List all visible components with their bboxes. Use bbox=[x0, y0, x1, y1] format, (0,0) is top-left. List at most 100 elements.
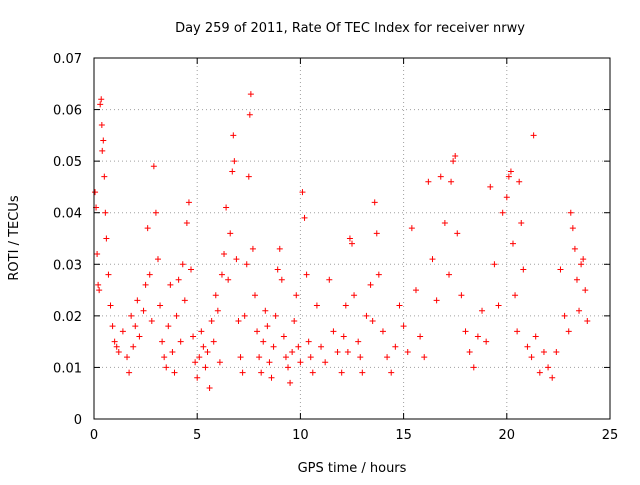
data-point bbox=[516, 178, 523, 185]
data-point bbox=[287, 379, 294, 386]
data-point bbox=[243, 261, 250, 268]
data-point bbox=[357, 354, 364, 361]
data-point bbox=[92, 189, 99, 196]
data-point bbox=[185, 199, 192, 206]
x-tick-label: 0 bbox=[90, 428, 98, 443]
x-axis-label: GPS time / hours bbox=[298, 461, 407, 476]
data-point bbox=[124, 354, 131, 361]
data-point bbox=[470, 364, 477, 371]
data-point bbox=[280, 333, 287, 340]
data-point bbox=[466, 348, 473, 355]
data-point bbox=[421, 354, 428, 361]
data-point bbox=[379, 328, 386, 335]
data-point bbox=[109, 323, 116, 330]
data-point bbox=[130, 343, 137, 350]
data-point bbox=[198, 328, 205, 335]
data-point bbox=[270, 343, 277, 350]
data-point bbox=[307, 354, 314, 361]
data-point bbox=[540, 348, 547, 355]
data-point bbox=[202, 364, 209, 371]
data-point bbox=[278, 276, 285, 283]
data-point bbox=[225, 276, 232, 283]
data-point bbox=[309, 369, 316, 376]
data-point bbox=[340, 333, 347, 340]
data-points bbox=[92, 91, 591, 392]
data-point bbox=[192, 359, 199, 366]
data-point bbox=[142, 281, 149, 288]
data-point bbox=[291, 318, 298, 325]
data-point bbox=[237, 354, 244, 361]
y-tick-label: 0 bbox=[74, 413, 82, 428]
data-point bbox=[274, 266, 281, 273]
data-point bbox=[239, 369, 246, 376]
data-point bbox=[111, 338, 118, 345]
data-point bbox=[433, 297, 440, 304]
data-point bbox=[146, 271, 153, 278]
data-point bbox=[530, 132, 537, 139]
data-point bbox=[400, 323, 407, 330]
data-point bbox=[204, 348, 211, 355]
data-point bbox=[200, 343, 207, 350]
data-point bbox=[103, 235, 110, 242]
data-point bbox=[396, 302, 403, 309]
data-point bbox=[247, 91, 254, 98]
data-point bbox=[505, 173, 512, 180]
data-point bbox=[578, 261, 585, 268]
data-point bbox=[208, 318, 215, 325]
data-point bbox=[408, 225, 415, 232]
data-point bbox=[293, 292, 300, 299]
x-tick-label: 20 bbox=[499, 428, 516, 443]
data-point bbox=[495, 302, 502, 309]
data-point bbox=[181, 297, 188, 304]
data-point bbox=[518, 220, 525, 227]
data-point bbox=[249, 245, 256, 252]
data-point bbox=[231, 158, 238, 165]
data-point bbox=[351, 292, 358, 299]
data-point bbox=[429, 256, 436, 263]
data-point bbox=[171, 369, 178, 376]
data-point bbox=[218, 271, 225, 278]
data-point bbox=[183, 220, 190, 227]
data-point bbox=[210, 338, 217, 345]
data-point bbox=[233, 256, 240, 263]
data-point bbox=[532, 333, 539, 340]
data-point bbox=[264, 323, 271, 330]
data-point bbox=[272, 312, 279, 319]
data-point bbox=[206, 385, 213, 392]
data-point bbox=[132, 323, 139, 330]
data-point bbox=[101, 173, 108, 180]
data-point bbox=[404, 348, 411, 355]
y-tick-label: 0.01 bbox=[53, 361, 82, 376]
data-point bbox=[545, 364, 552, 371]
data-point bbox=[330, 328, 337, 335]
data-point bbox=[450, 158, 457, 165]
data-point bbox=[458, 292, 465, 299]
data-point bbox=[268, 374, 275, 381]
data-point bbox=[359, 369, 366, 376]
data-point bbox=[346, 235, 353, 242]
data-point bbox=[113, 343, 120, 350]
data-point bbox=[179, 261, 186, 268]
data-point bbox=[580, 256, 587, 263]
data-point bbox=[188, 266, 195, 273]
data-point bbox=[282, 354, 289, 361]
y-axis-label: ROTI / TECUs bbox=[7, 195, 22, 280]
data-point bbox=[487, 183, 494, 190]
data-point bbox=[474, 333, 481, 340]
y-tick-label: 0.06 bbox=[53, 104, 82, 119]
data-point bbox=[499, 209, 506, 216]
data-point bbox=[441, 220, 448, 227]
data-point bbox=[152, 209, 159, 216]
data-point bbox=[528, 354, 535, 361]
data-point bbox=[520, 266, 527, 273]
data-point bbox=[227, 230, 234, 237]
data-point bbox=[318, 343, 325, 350]
data-point bbox=[334, 348, 341, 355]
data-point bbox=[462, 328, 469, 335]
data-point bbox=[115, 348, 122, 355]
data-point bbox=[175, 276, 182, 283]
data-point bbox=[369, 318, 376, 325]
data-point bbox=[94, 250, 101, 257]
